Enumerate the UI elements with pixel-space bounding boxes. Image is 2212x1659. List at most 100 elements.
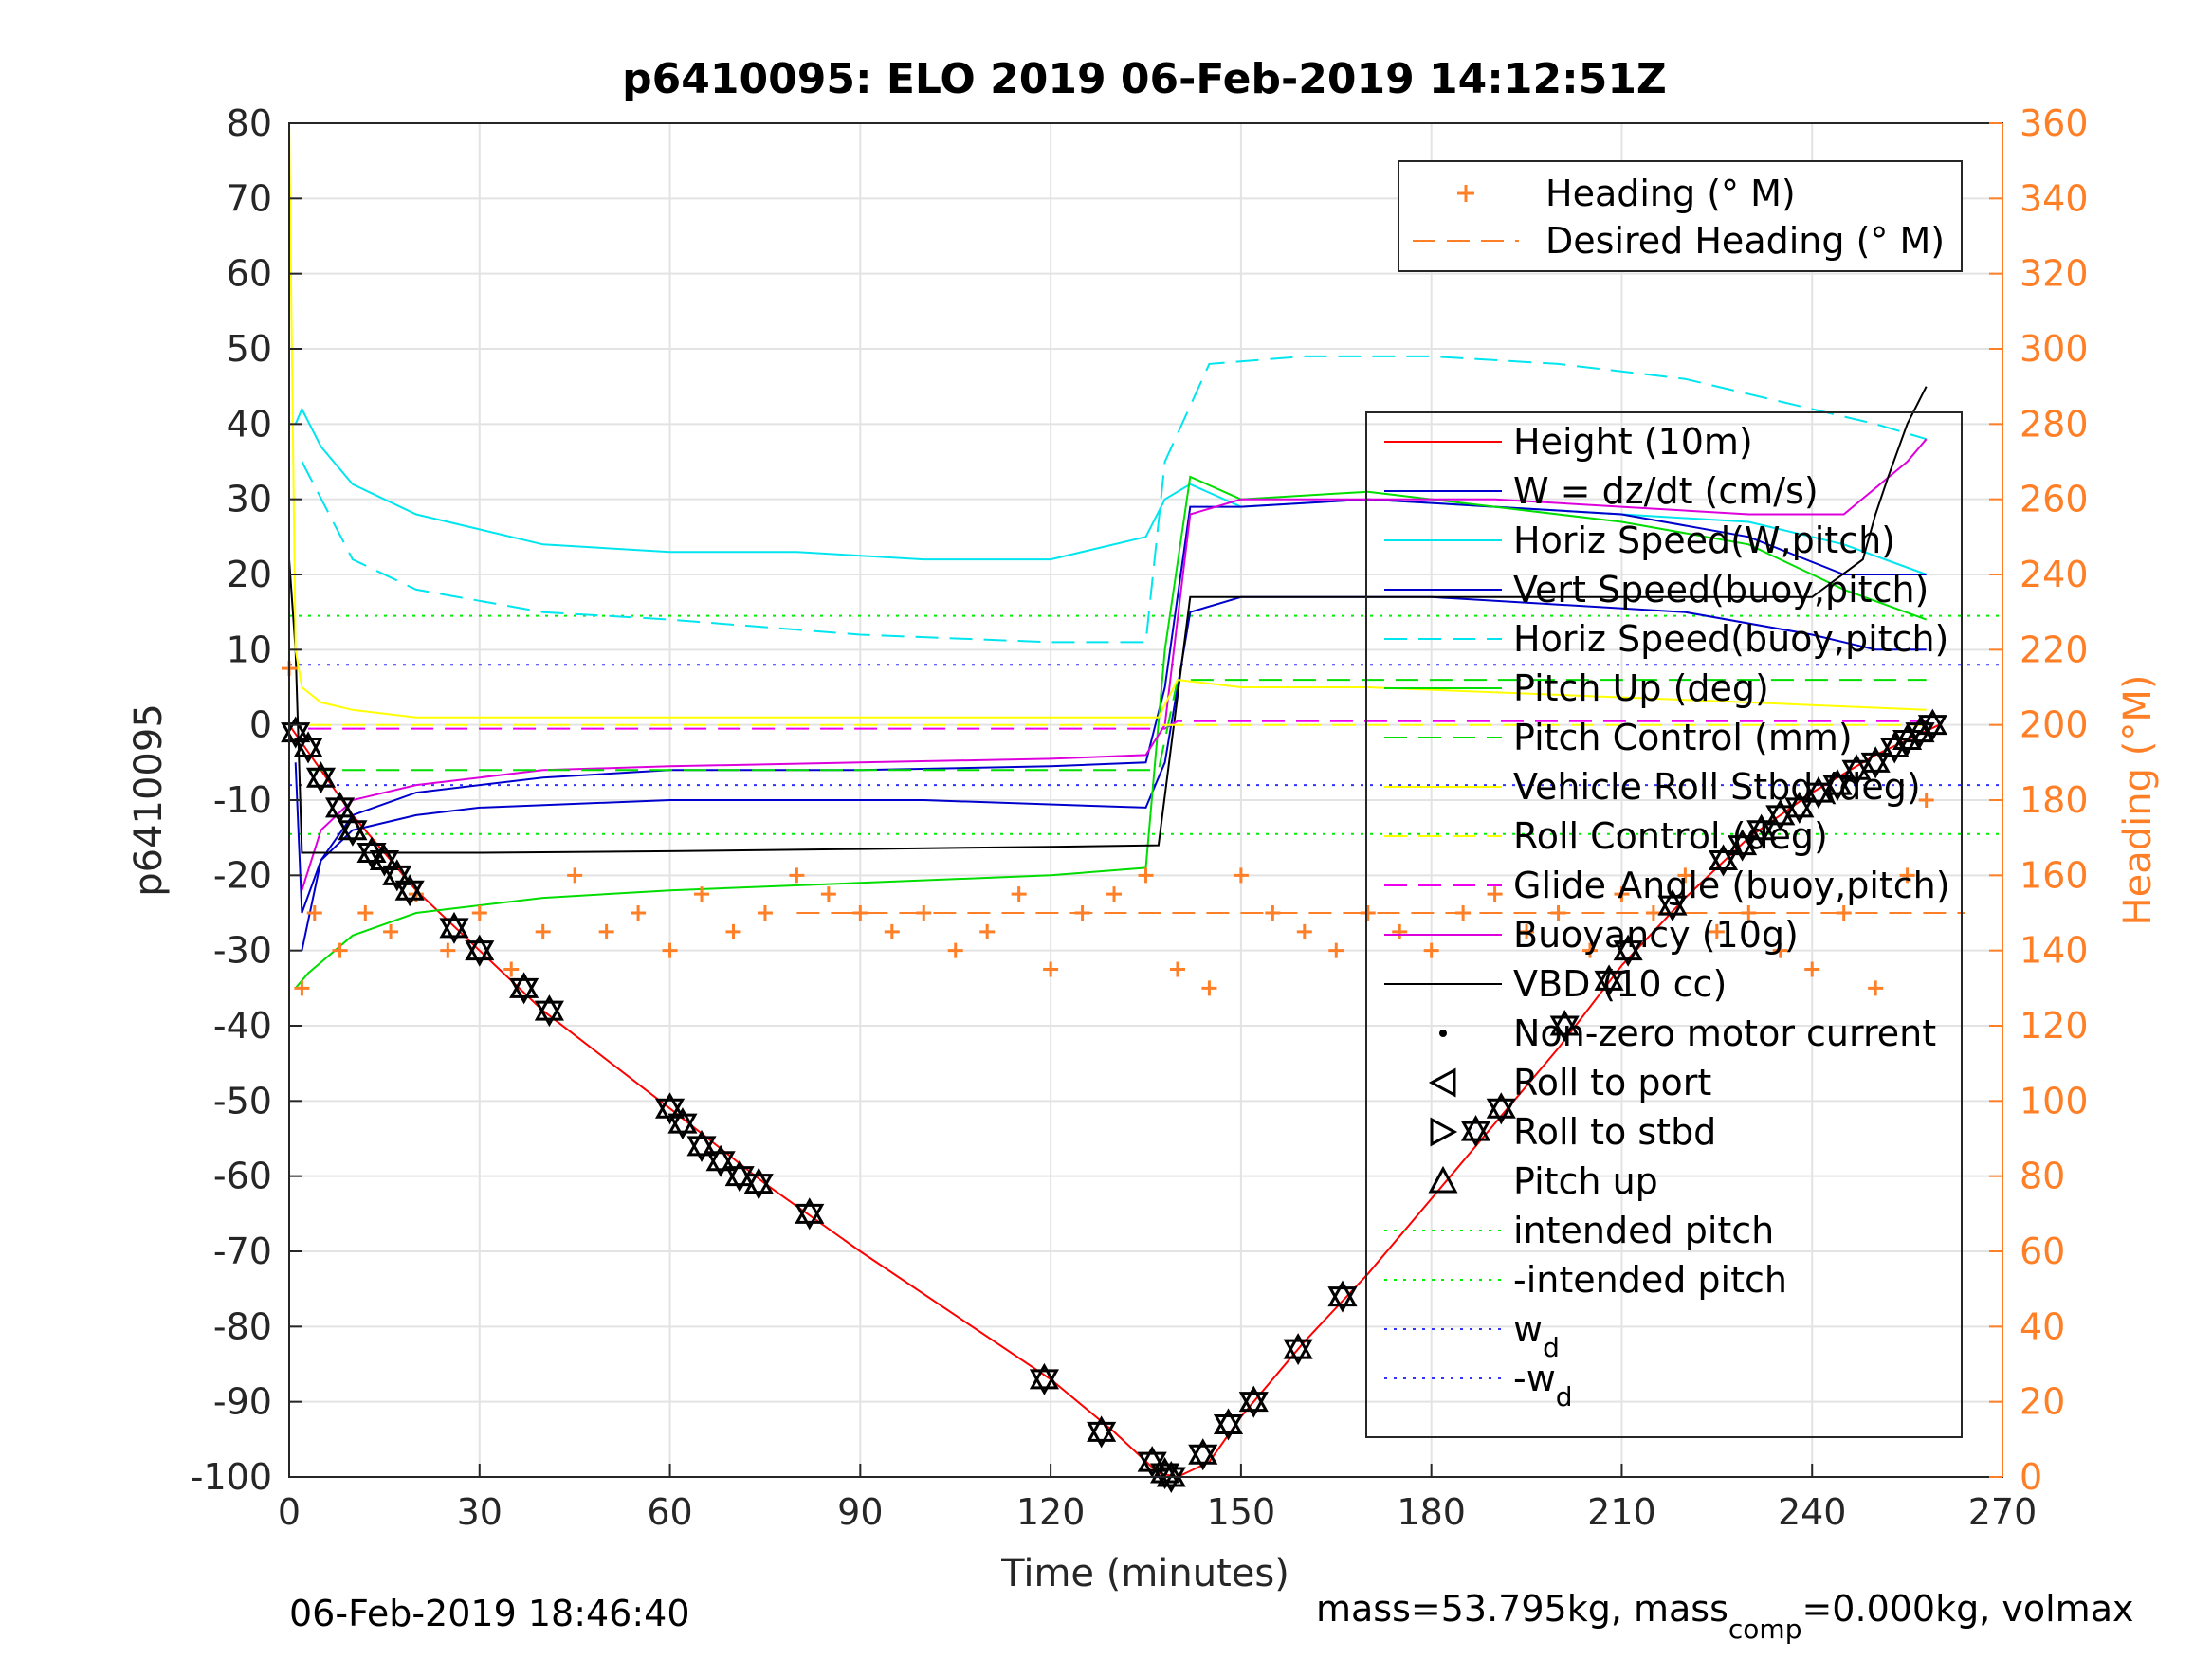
roll-marker [1549, 1015, 1580, 1043]
heading-point [757, 905, 773, 921]
series-line [288, 122, 1927, 719]
legend-marker-tri-right [1430, 1117, 1458, 1147]
y-tick-label-right: 160 [2020, 854, 2089, 896]
legend-main-label: Vehicle Roll Stbd (deg) [1513, 766, 1921, 808]
heading-point [1233, 867, 1249, 884]
pitch-up-marker [1283, 1333, 1313, 1359]
heading-point [503, 961, 520, 977]
pitch-up-marker [1156, 1460, 1186, 1487]
y-tick-label-right: 300 [2020, 328, 2089, 370]
y-tick-label-left: 20 [227, 554, 272, 595]
heading-point [1677, 867, 1693, 884]
heading-point [947, 942, 963, 958]
legend-main-label: Roll to port [1513, 1062, 1711, 1103]
pitch-up-marker [1029, 1362, 1059, 1390]
legend-main-box [1365, 411, 1963, 1438]
heading-point [1106, 886, 1123, 902]
pitch-up-marker [1765, 798, 1796, 826]
heading-point [1836, 905, 1852, 921]
footer-mass-text: mass=53.795kg, mass [1316, 1588, 1728, 1630]
heading-point [598, 923, 614, 939]
heading-point [1804, 961, 1820, 977]
legend-main-label: Roll Control (deg) [1513, 815, 1828, 857]
heading-point [1074, 905, 1090, 921]
pitch-up-marker [705, 1144, 736, 1172]
y-tick-label-right: 260 [2020, 479, 2089, 520]
y-tick-label-right: 280 [2020, 403, 2089, 445]
y-tick-label-left: -100 [191, 1456, 272, 1498]
y-tick-label-left: -30 [213, 930, 272, 972]
heading-point [789, 867, 805, 884]
y-tick-label-right: 0 [2020, 1456, 2042, 1498]
pitch-up-marker [1657, 889, 1688, 916]
roll-marker [394, 880, 425, 907]
x-tick-label: 90 [837, 1491, 883, 1533]
heading-point [1392, 923, 1408, 939]
roll-marker [795, 1203, 825, 1231]
heading-point [1296, 923, 1312, 939]
legend-main-label: -intended pitch [1513, 1259, 1787, 1301]
roll-marker [654, 1098, 686, 1125]
footer-timestamp: 06-Feb-2019 18:46:40 [289, 1593, 690, 1634]
legend-label-sub: d [1543, 1332, 1560, 1363]
x-tick-label: 120 [1016, 1491, 1086, 1533]
x-tick-label: 210 [1587, 1491, 1656, 1533]
roll-marker [724, 1166, 755, 1193]
pitch-up-marker [1905, 716, 1935, 743]
y-tick-label-right: 340 [2020, 177, 2089, 219]
footer-mass-sub: comp [1728, 1613, 1802, 1645]
pitch-up-marker [1549, 1009, 1580, 1036]
y-tick-label-right: 220 [2020, 629, 2089, 670]
y-tick-label-left: 70 [227, 177, 272, 219]
pitch-up-marker [1460, 1115, 1491, 1141]
footer-mass: mass=53.795kg, masscomp=0.000kg, volmax [1316, 1588, 2133, 1645]
x-tick-label: 150 [1207, 1491, 1276, 1533]
series-line [308, 679, 1927, 772]
heading-point [1772, 942, 1788, 958]
heading-point [1328, 942, 1344, 958]
legend-main-label: Glide Angle (buoy,pitch) [1513, 865, 1950, 906]
pitch-up-marker [1784, 791, 1815, 818]
x-tick-label: 60 [647, 1491, 692, 1533]
legend-heading-box [1398, 160, 1963, 272]
x-tick-label: 0 [278, 1491, 301, 1533]
legend-main-label: Vert Speed(buoy,pitch) [1513, 569, 1929, 611]
roll-marker [1728, 835, 1758, 862]
roll-marker [686, 1136, 717, 1162]
roll-marker [1283, 1339, 1313, 1366]
series-line [301, 355, 1927, 644]
y-tick-label-left: 30 [227, 479, 272, 520]
legend-label-main: w [1513, 1308, 1543, 1350]
heading-point [294, 980, 310, 996]
heading-point [1011, 886, 1027, 902]
x-axis-label: Time (minutes) [1000, 1552, 1289, 1595]
legend-main-label: Horiz Speed(W,pitch) [1513, 520, 1895, 561]
heading-point [979, 923, 996, 939]
heading-point [1868, 980, 1884, 996]
roll-marker [1486, 1098, 1516, 1125]
x-tick-label: 270 [1968, 1491, 2038, 1533]
heading-point [357, 905, 374, 921]
roll-marker [1917, 715, 1947, 741]
heading-point [694, 886, 710, 902]
x-tick-label: 180 [1397, 1491, 1466, 1533]
pitch-up-marker [1594, 964, 1624, 991]
heading-series [282, 661, 1965, 996]
legend-marker-tri-left [1428, 1067, 1456, 1098]
legend-main-label: VBD (10 cc) [1513, 963, 1727, 1005]
legend-heading-label: Desired Heading (° M) [1545, 220, 1945, 262]
legend-label-main: -w [1513, 1358, 1556, 1399]
legend-main-label: Pitch Up (deg) [1513, 667, 1769, 709]
series-line [301, 498, 1927, 951]
heading-point [1138, 867, 1154, 884]
y-tick-label-left: 60 [227, 253, 272, 295]
legend-main-label: intended pitch [1513, 1210, 1774, 1251]
y-tick-label-right: 140 [2020, 930, 2089, 972]
legend-main-label: Buoyancy (10g) [1513, 914, 1799, 956]
pitch-up-marker [1486, 1092, 1516, 1119]
heading-point [1645, 905, 1661, 921]
roll-marker [1460, 1121, 1491, 1148]
y-tick-label-right: 120 [2020, 1005, 2089, 1047]
y-tick-label-left: -60 [213, 1156, 272, 1197]
